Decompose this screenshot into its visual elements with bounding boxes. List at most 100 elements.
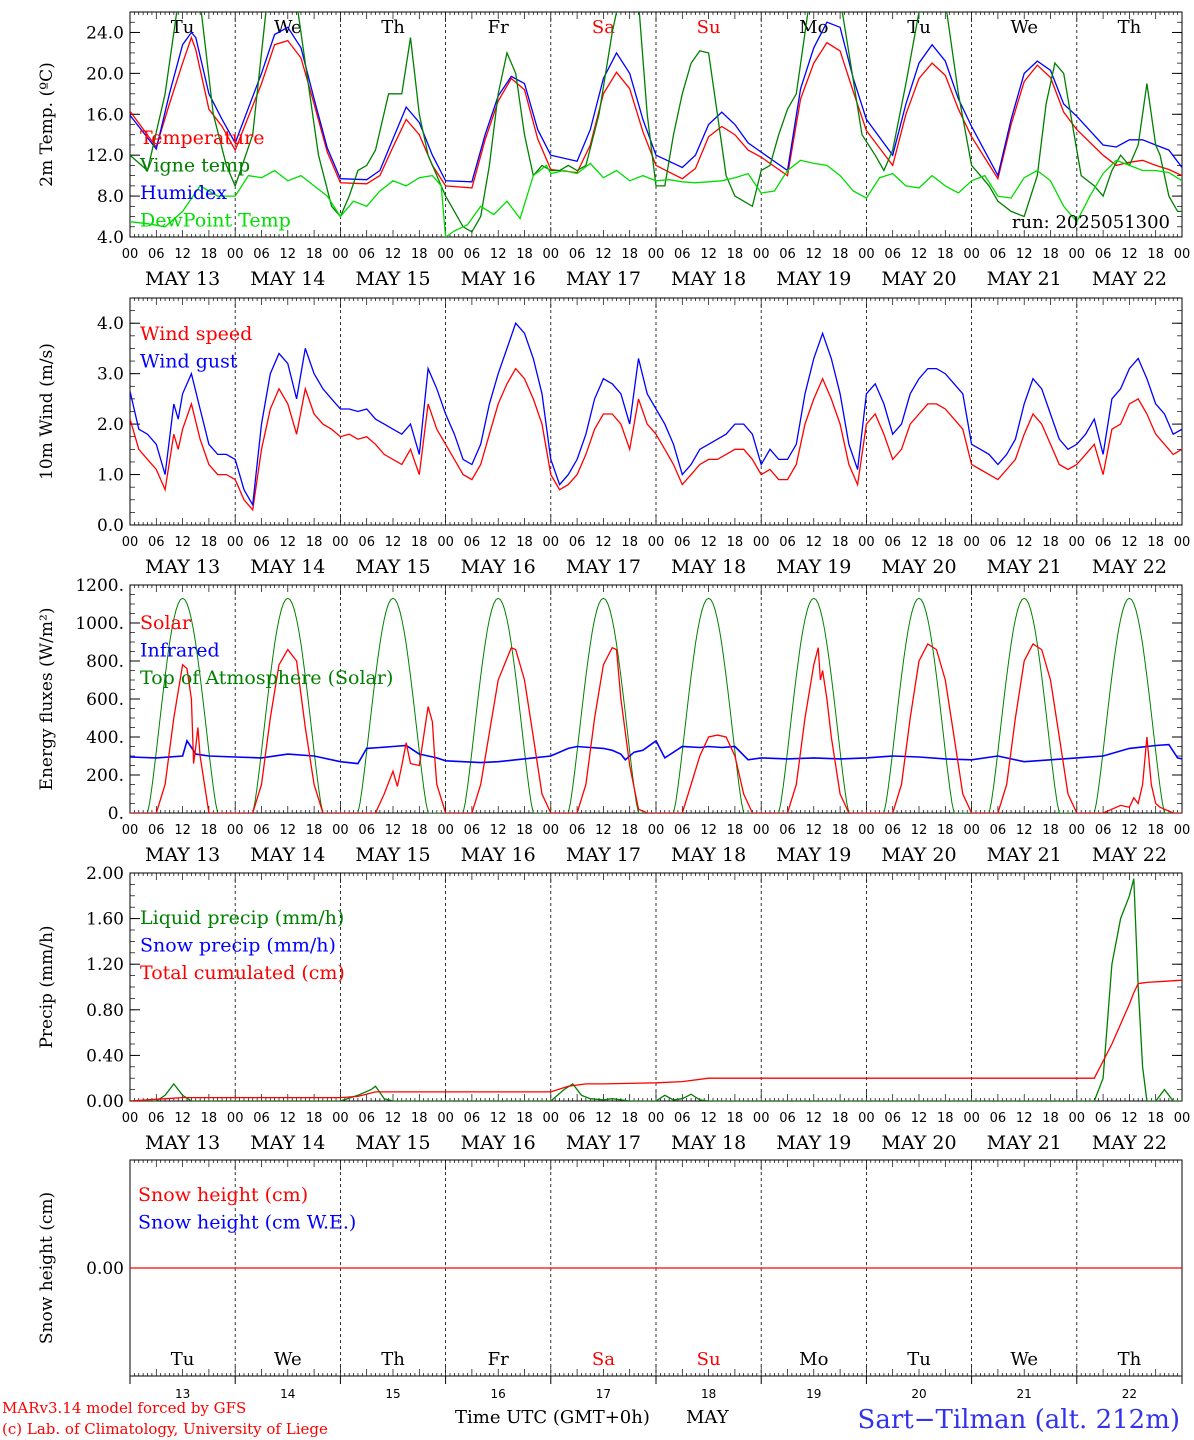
legend-entry: Humidex xyxy=(140,182,227,204)
hour-label: 06 xyxy=(779,247,796,262)
hour-label: 12 xyxy=(806,1111,823,1126)
y-tick-label: 1000. xyxy=(75,614,124,634)
weekday-label: Tu xyxy=(171,1349,195,1370)
day-number-label: 13 xyxy=(175,1387,190,1401)
hour-label: 18 xyxy=(516,1111,533,1126)
hour-label: 06 xyxy=(884,535,901,550)
hour-label: 06 xyxy=(1095,535,1112,550)
hour-label: 12 xyxy=(280,247,297,262)
date-label: MAY 21 xyxy=(987,556,1062,578)
date-label: MAY 14 xyxy=(250,844,325,866)
hour-label: 18 xyxy=(411,535,428,550)
hour-label: 06 xyxy=(253,823,270,838)
hour-label: 18 xyxy=(306,1111,323,1126)
hour-label: 18 xyxy=(1147,535,1164,550)
weekday-label: Mo xyxy=(799,1349,828,1370)
series-group xyxy=(130,321,1182,512)
hour-label: 18 xyxy=(411,823,428,838)
y-tick-label: 0. xyxy=(108,804,124,824)
legend-entry: Total cumulated (cm) xyxy=(140,962,345,984)
hour-label: 18 xyxy=(621,247,638,262)
hour-label: 12 xyxy=(700,1111,717,1126)
panel-1: 4.0 8.0 12.0 16.0 20.0 24.0 2m Temp. (ºC) 00 06 1… xyxy=(37,11,1191,290)
panel-3: 0. 200. 400. 600. 800. 1000. 1200. Energy fluxe… xyxy=(37,576,1190,866)
date-label: MAY 16 xyxy=(461,1132,536,1154)
legend-entry: Top of Atmosphere (Solar) xyxy=(140,667,393,689)
series-group xyxy=(130,597,1182,813)
hour-label: 00 xyxy=(858,535,875,550)
hour-label: 18 xyxy=(832,247,849,262)
date-label: MAY 18 xyxy=(671,1132,746,1154)
hour-label: 00 xyxy=(122,247,139,262)
hour-label: 06 xyxy=(990,823,1007,838)
hour-label: 06 xyxy=(464,247,481,262)
hour-label: 00 xyxy=(437,535,454,550)
series-group xyxy=(130,12,1182,237)
hour-label: 18 xyxy=(727,535,744,550)
legend-entry: Vigne temp xyxy=(139,155,250,177)
hour-label: 12 xyxy=(385,823,402,838)
y-tick-label: 0.00 xyxy=(86,1092,124,1112)
hour-label: 12 xyxy=(1016,247,1033,262)
weekday-label: Th xyxy=(1118,1349,1142,1370)
panel-5: 0.00 Snow height (cm) Tu We Th Fr Sa Su Mo Tu We Th… xyxy=(37,1159,1183,1377)
hour-label: 18 xyxy=(201,247,218,262)
hour-label: 12 xyxy=(1016,535,1033,550)
series-line-total-cumulated-cm- xyxy=(130,979,1182,1101)
hour-label: 12 xyxy=(911,823,928,838)
date-label: MAY 20 xyxy=(881,844,956,866)
day-number-label: 14 xyxy=(280,1387,295,1401)
date-label: MAY 13 xyxy=(145,268,220,290)
hour-label: 06 xyxy=(990,247,1007,262)
hour-label: 00 xyxy=(1069,535,1086,550)
legend-entry: Solar xyxy=(140,612,192,634)
hour-label: 12 xyxy=(700,247,717,262)
hour-label: 18 xyxy=(201,535,218,550)
day-number-label: 15 xyxy=(385,1387,400,1401)
day-number-label: 22 xyxy=(1122,1387,1137,1401)
hour-label: 18 xyxy=(1147,823,1164,838)
y-tick-label: 16.0 xyxy=(86,105,124,125)
date-label: MAY 14 xyxy=(250,556,325,578)
hour-label: 12 xyxy=(911,1111,928,1126)
hour-label: 06 xyxy=(990,535,1007,550)
weekday-label: Fr xyxy=(488,1349,509,1370)
hour-label: 00 xyxy=(753,535,770,550)
weekday-label: Sa xyxy=(592,1349,615,1370)
weekday-label: Tu xyxy=(907,1349,931,1370)
series-line-solar xyxy=(130,642,1182,813)
hour-label: 00 xyxy=(543,823,560,838)
hour-label: 06 xyxy=(569,823,586,838)
hour-label: 12 xyxy=(174,823,191,838)
hour-label: 06 xyxy=(148,535,165,550)
hour-label: 12 xyxy=(174,1111,191,1126)
weekday-label: Fr xyxy=(488,17,509,38)
hour-label: 06 xyxy=(779,535,796,550)
hour-label: 12 xyxy=(280,823,297,838)
date-label: MAY 13 xyxy=(145,556,220,578)
hour-label: 06 xyxy=(884,823,901,838)
hour-label: 00 xyxy=(227,247,244,262)
hour-label: 12 xyxy=(595,1111,612,1126)
hour-label: 18 xyxy=(306,823,323,838)
hour-label: 12 xyxy=(1121,535,1138,550)
hour-label: 00 xyxy=(1174,247,1191,262)
hour-label: 18 xyxy=(1042,1111,1059,1126)
hour-label: 18 xyxy=(832,535,849,550)
date-label: MAY 15 xyxy=(355,556,430,578)
hour-label: 06 xyxy=(464,535,481,550)
hour-label: 00 xyxy=(227,535,244,550)
date-label: MAY 17 xyxy=(566,1132,641,1154)
y-axis-label: Precip (mm/h) xyxy=(37,925,57,1048)
y-axis-label: 2m Temp. (ºC) xyxy=(37,62,57,187)
hour-label: 12 xyxy=(595,823,612,838)
hour-label: 12 xyxy=(1121,1111,1138,1126)
y-tick-label: 2.00 xyxy=(86,864,124,884)
hour-label: 00 xyxy=(1069,1111,1086,1126)
weekday-label: We xyxy=(274,1349,302,1370)
hour-label: 06 xyxy=(1095,1111,1112,1126)
hour-label: 00 xyxy=(437,247,454,262)
y-tick-label: 0.0 xyxy=(97,516,124,536)
day-number-label: 17 xyxy=(596,1387,611,1401)
weekday-label: Tu xyxy=(907,17,931,38)
